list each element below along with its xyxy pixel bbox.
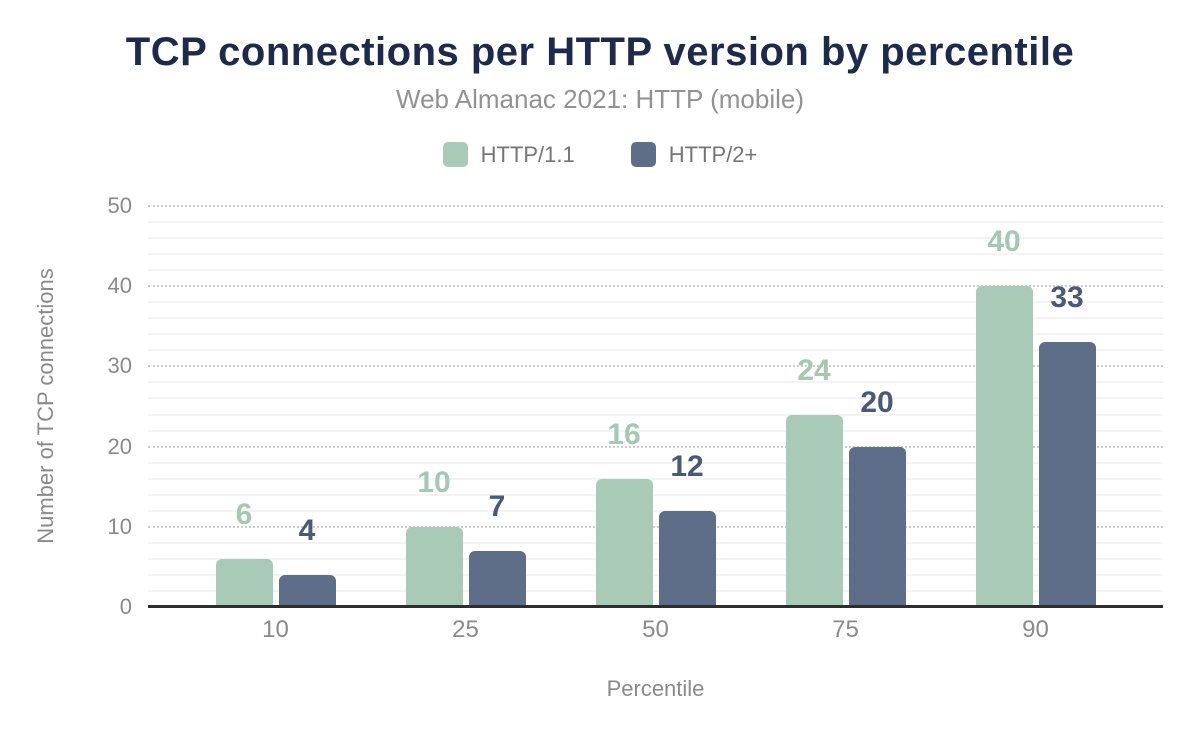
y-tick-label: 30 — [107, 353, 132, 379]
legend-item-http-1-1: HTTP/1.1 — [442, 141, 575, 168]
y-tick-label: 20 — [107, 433, 132, 459]
bar-http-1-1-p50[interactable] — [595, 478, 653, 606]
major-gridline — [148, 205, 1163, 207]
minor-gridline — [148, 237, 1163, 240]
minor-gridline — [148, 397, 1163, 400]
minor-gridline — [148, 349, 1163, 352]
value-label-http-1-1-p90: 40 — [987, 225, 1021, 259]
minor-gridline — [148, 429, 1163, 432]
minor-gridline — [148, 269, 1163, 272]
bar-http-2-p10[interactable] — [278, 574, 336, 606]
value-label-http-2-p25: 7 — [488, 489, 506, 523]
minor-gridline — [148, 301, 1163, 304]
minor-gridline — [148, 509, 1163, 512]
minor-gridline — [148, 317, 1163, 320]
value-label-http-1-1-p75: 24 — [797, 353, 831, 387]
x-tick-label: 50 — [642, 616, 669, 643]
x-tick-label: 10 — [262, 616, 289, 643]
bar-http-1-1-p75[interactable] — [785, 414, 843, 606]
value-label-http-2-p75: 20 — [860, 385, 894, 419]
minor-gridline — [148, 573, 1163, 576]
minor-gridline — [148, 413, 1163, 416]
major-gridline — [148, 365, 1163, 368]
minor-gridline — [148, 221, 1163, 224]
chart-title: TCP connections per HTTP version by perc… — [125, 30, 1075, 74]
minor-gridline — [148, 589, 1163, 592]
legend-swatch-http-2 — [630, 142, 656, 167]
bar-http-1-1-p25[interactable] — [405, 526, 463, 606]
value-label-http-1-1-p25: 10 — [417, 465, 451, 499]
y-axis-title: Number of TCP connections — [33, 268, 58, 544]
y-tick-label: 10 — [107, 513, 132, 539]
minor-gridline — [148, 253, 1163, 256]
value-label-http-1-1-p10: 6 — [235, 497, 253, 531]
minor-gridline — [148, 477, 1163, 480]
y-tick-label: 40 — [107, 273, 132, 299]
value-label-http-1-1-p50: 16 — [607, 417, 641, 451]
legend-label: HTTP/2+ — [668, 141, 758, 167]
bar-http-2-p75[interactable] — [848, 446, 906, 606]
y-tick-label: 50 — [107, 193, 132, 218]
legend-label: HTTP/1.1 — [480, 141, 575, 167]
major-gridline — [148, 525, 1163, 528]
minor-gridline — [148, 333, 1163, 336]
y-tick-label: 0 — [119, 594, 132, 619]
minor-gridline — [148, 381, 1163, 384]
minor-gridline — [148, 493, 1163, 496]
x-tick-label: 75 — [832, 616, 859, 643]
bar-http-2-p50[interactable] — [658, 510, 716, 606]
value-label-http-2-p90: 33 — [1050, 281, 1084, 315]
major-gridline — [148, 445, 1163, 448]
value-label-http-2-p50: 12 — [670, 449, 704, 483]
minor-gridline — [148, 541, 1163, 544]
bar-http-2-p25[interactable] — [468, 550, 526, 606]
major-gridline — [148, 285, 1163, 288]
minor-gridline — [148, 557, 1163, 560]
legend: HTTP/1.1 HTTP/2+ — [0, 141, 1200, 168]
legend-swatch-http-1-1 — [442, 142, 468, 167]
bar-http-1-1-p10[interactable] — [215, 558, 273, 606]
minor-gridline — [148, 461, 1163, 464]
bar-http-1-1-p90[interactable] — [975, 286, 1033, 606]
value-label-http-2-p10: 4 — [298, 513, 316, 547]
x-axis-line — [148, 605, 1163, 608]
x-tick-label: 25 — [452, 616, 479, 643]
x-tick-label: 90 — [1022, 616, 1049, 643]
x-axis-title: Percentile — [606, 676, 705, 701]
chart-subtitle: Web Almanac 2021: HTTP (mobile) — [396, 84, 804, 114]
bar-http-2-p90[interactable] — [1038, 342, 1096, 606]
legend-item-http-2: HTTP/2+ — [630, 141, 758, 168]
